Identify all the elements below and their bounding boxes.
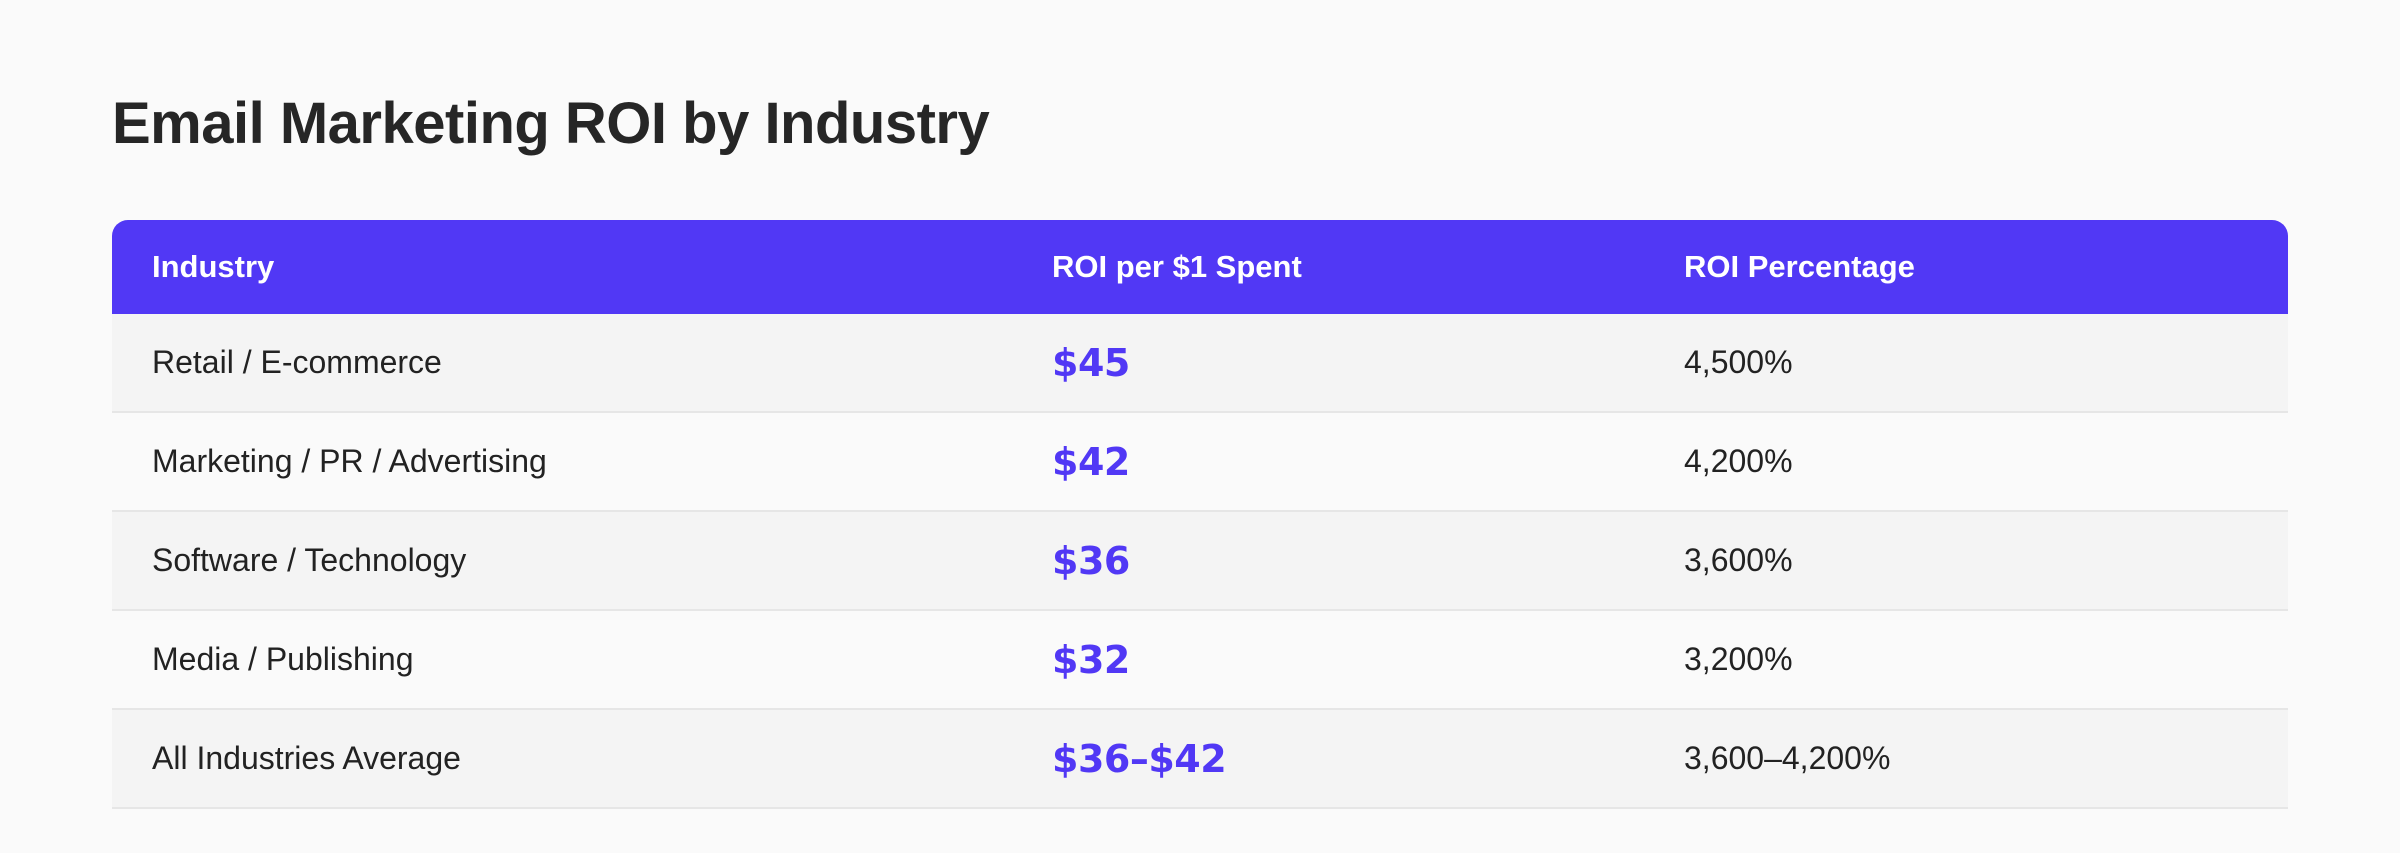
- roi-percentage-cell: 4,200%: [1684, 443, 1793, 479]
- industry-cell: Software / Technology: [152, 542, 467, 578]
- industry-cell: Retail / E-commerce: [152, 344, 442, 380]
- table-header: Industry ROI per $1 Spent ROI Percentage: [112, 220, 2288, 314]
- header-roi-percentage: ROI Percentage: [1684, 249, 1915, 284]
- table-row: All Industries Average $36–$42 3,600–4,2…: [112, 710, 2288, 809]
- roi-value-cell: $36–$42: [1052, 736, 1227, 781]
- roi-percentage-cell: 3,600%: [1684, 542, 1793, 578]
- roi-percentage-cell: 4,500%: [1684, 344, 1793, 380]
- table-row: Retail / E-commerce $45 4,500%: [112, 314, 2288, 413]
- roi-percentage-cell: 3,200%: [1684, 641, 1793, 677]
- roi-value-cell: $32: [1052, 637, 1130, 682]
- table-row: Software / Technology $36 3,600%: [112, 512, 2288, 611]
- header-industry: Industry: [152, 249, 275, 284]
- roi-table: Industry ROI per $1 Spent ROI Percentage…: [112, 220, 2288, 809]
- page-title: Email Marketing ROI by Industry: [112, 91, 990, 156]
- roi-percentage-cell: 3,600–4,200%: [1684, 740, 1891, 776]
- table-row: Marketing / PR / Advertising $42 4,200%: [112, 413, 2288, 512]
- roi-value-cell: $42: [1052, 439, 1130, 484]
- roi-value-cell: $36: [1052, 538, 1130, 583]
- header-roi-per-dollar: ROI per $1 Spent: [1052, 249, 1302, 284]
- roi-value-cell: $45: [1052, 340, 1130, 385]
- industry-cell: Media / Publishing: [152, 641, 414, 677]
- industry-cell: Marketing / PR / Advertising: [152, 443, 547, 479]
- industry-cell: All Industries Average: [152, 740, 461, 776]
- table-row: Media / Publishing $32 3,200%: [112, 611, 2288, 710]
